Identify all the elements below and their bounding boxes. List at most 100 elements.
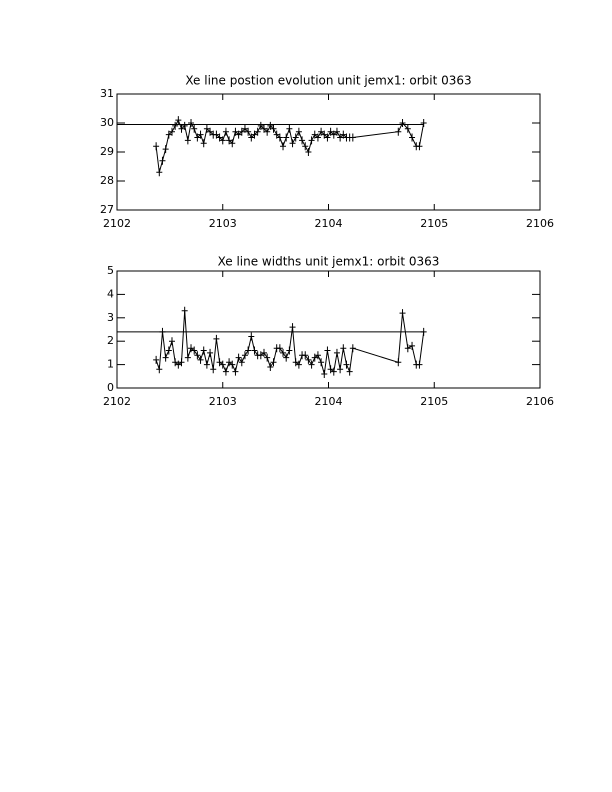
- y-tick-label: 29: [100, 145, 114, 158]
- point-marker: [420, 119, 427, 127]
- point-marker: [330, 367, 337, 376]
- point-marker: [292, 133, 299, 142]
- point-marker: [156, 168, 163, 177]
- point-marker: [153, 142, 160, 151]
- point-marker: [191, 346, 198, 355]
- point-marker: [207, 348, 214, 357]
- y-tick-label: 0: [107, 381, 114, 394]
- point-marker: [241, 124, 248, 133]
- y-tick-label: 3: [107, 311, 114, 324]
- point-marker: [213, 130, 220, 139]
- point-marker: [248, 332, 255, 341]
- y-tick-label: 28: [100, 174, 114, 187]
- point-marker: [181, 306, 188, 315]
- point-marker: [245, 346, 252, 355]
- point-marker: [416, 360, 423, 369]
- point-marker: [168, 337, 175, 346]
- point-marker: [254, 127, 261, 136]
- x-tick-label: 2105: [420, 217, 448, 230]
- point-marker: [210, 365, 217, 374]
- point-marker: [404, 344, 411, 353]
- point-marker: [286, 124, 293, 133]
- point-marker: [399, 309, 406, 318]
- point-marker: [248, 133, 255, 142]
- chart-title: Xe line widths unit jemx1: orbit 0363: [218, 255, 440, 269]
- point-marker: [235, 353, 242, 362]
- point-marker: [314, 133, 321, 142]
- point-marker: [178, 358, 185, 367]
- point-marker: [321, 130, 328, 139]
- point-marker: [229, 360, 236, 369]
- point-marker: [270, 358, 277, 367]
- point-marker: [232, 127, 239, 136]
- point-marker: [292, 358, 299, 367]
- y-tick-label: 30: [100, 116, 114, 129]
- point-marker: [165, 346, 172, 355]
- point-marker: [318, 127, 325, 136]
- point-marker: [404, 124, 411, 133]
- point-marker: [207, 127, 214, 136]
- point-marker: [168, 127, 175, 136]
- point-marker: [219, 360, 226, 369]
- point-marker: [159, 327, 166, 336]
- point-marker: [194, 351, 201, 360]
- point-marker: [222, 367, 229, 376]
- point-marker: [241, 351, 248, 360]
- point-marker: [264, 127, 271, 136]
- x-tick-label: 2106: [526, 395, 554, 408]
- point-marker: [197, 130, 204, 139]
- point-marker: [162, 145, 169, 154]
- x-tick-label: 2102: [103, 217, 131, 230]
- point-marker: [289, 139, 296, 148]
- point-marker: [308, 360, 315, 369]
- point-marker: [302, 351, 309, 360]
- point-marker: [395, 127, 402, 136]
- point-marker: [311, 130, 318, 139]
- point-marker: [260, 124, 267, 133]
- point-marker: [349, 344, 356, 353]
- point-marker: [286, 346, 293, 355]
- point-marker: [257, 351, 264, 360]
- point-marker: [346, 367, 353, 376]
- point-marker: [283, 133, 290, 142]
- point-marker: [216, 358, 223, 367]
- point-marker: [333, 127, 340, 136]
- point-marker: [226, 358, 233, 367]
- point-marker: [280, 348, 287, 357]
- point-marker: [416, 142, 423, 151]
- point-marker: [349, 133, 356, 142]
- point-marker: [229, 139, 236, 148]
- point-marker: [251, 346, 258, 355]
- point-marker: [327, 365, 334, 374]
- point-marker: [299, 136, 306, 145]
- point-marker: [235, 130, 242, 139]
- point-marker: [324, 346, 331, 355]
- point-marker: [311, 353, 318, 362]
- point-marker: [178, 124, 185, 133]
- point-marker: [337, 365, 344, 374]
- point-marker: [273, 130, 280, 139]
- point-marker: [295, 127, 302, 136]
- point-marker: [188, 119, 195, 127]
- point-marker: [194, 133, 201, 142]
- x-tick-label: 2105: [420, 395, 448, 408]
- point-marker: [333, 348, 340, 357]
- point-marker: [337, 133, 344, 142]
- point-marker: [153, 355, 160, 364]
- point-marker: [245, 127, 252, 136]
- point-marker: [219, 136, 226, 145]
- point-marker: [267, 362, 274, 371]
- point-marker: [340, 344, 347, 353]
- point-marker: [260, 348, 267, 357]
- point-marker: [216, 133, 223, 142]
- point-marker: [203, 124, 210, 133]
- point-marker: [314, 351, 321, 360]
- point-marker: [276, 344, 283, 353]
- point-marker: [191, 124, 198, 133]
- point-marker: [172, 121, 179, 130]
- point-marker: [200, 346, 207, 355]
- point-marker: [188, 344, 195, 353]
- point-marker: [343, 360, 350, 369]
